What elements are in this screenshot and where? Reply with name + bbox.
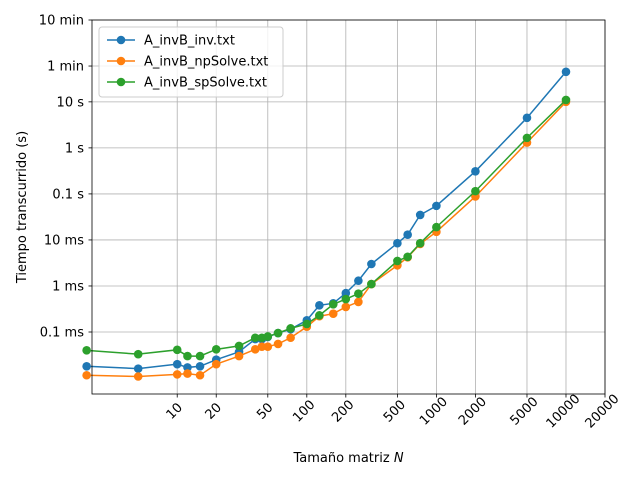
y-tick-label: 10 min (39, 14, 84, 29)
data-point (195, 361, 205, 371)
data-point (82, 346, 91, 355)
data-point (403, 230, 412, 239)
x-tick-label: 50 (254, 400, 276, 422)
data-point (367, 279, 376, 289)
y-tick-label: 10 ms (44, 233, 84, 248)
data-point (522, 113, 532, 123)
legend-swatch-marker (116, 56, 126, 66)
data-point (133, 372, 143, 381)
data-point (211, 345, 221, 354)
legend-frame (98, 26, 284, 98)
series-line (86, 99, 567, 357)
data-point (403, 252, 412, 262)
data-point (328, 309, 338, 318)
legend-swatch-marker (116, 77, 126, 87)
data-point (522, 133, 532, 143)
legend-swatch-marker (116, 35, 126, 45)
data-point (133, 349, 143, 359)
data-point (273, 339, 283, 349)
data-point (393, 256, 402, 266)
x-tick-label: 20 (203, 400, 225, 422)
x-axis-label: Tamaño matriz N (292, 451, 403, 466)
data-point (341, 302, 351, 312)
series-line (86, 71, 567, 370)
data-point (183, 369, 192, 378)
y-axis: 0.1 ms 1 ms 10 ms 0.1 s 1 s 10 s 1 min 10 min (39, 14, 92, 341)
data-point (393, 238, 402, 248)
data-point (471, 186, 480, 196)
x-tick-label: 200 (329, 397, 357, 425)
data-point (367, 259, 376, 269)
data-point (432, 222, 441, 232)
y-axis-label: Tiempo transcurrido (s) (15, 131, 30, 284)
data-point (211, 359, 221, 369)
data-point (561, 95, 571, 105)
data-point (415, 210, 425, 220)
data-point (302, 319, 312, 329)
data-point (415, 238, 425, 248)
data-point (471, 166, 480, 176)
y-tick-label: 0.1 s (52, 187, 84, 202)
data-point (82, 370, 91, 380)
data-point (257, 342, 267, 351)
data-point (172, 359, 182, 369)
data-point (286, 333, 295, 343)
data-point (341, 288, 351, 298)
y-tick-label: 1 s (65, 141, 84, 156)
data-point (133, 364, 143, 373)
legend: A_invB_inv.txt A_invB_npSolve.txt A_invB_s… (98, 26, 284, 98)
x-tick-label: 10000 (544, 392, 584, 432)
legend-label: A_invB_npSolve.txt (144, 55, 268, 70)
legend-item: A_invB_inv.txt (107, 34, 235, 49)
data-point (172, 370, 182, 379)
data-point (286, 324, 295, 333)
data-point (354, 276, 363, 286)
x-tick-label: 1000 (417, 395, 451, 429)
data-point (315, 311, 324, 320)
data-point (561, 67, 571, 77)
data-point (183, 363, 192, 372)
plot-frame (91, 19, 606, 395)
y-tick-label: 0.1 ms (40, 326, 84, 341)
series-line (86, 101, 567, 378)
x-axis: 10 20 50 100 200 500 1000 2000 5000 10000 20000 (164, 392, 623, 432)
y-tick-label: 1 min (47, 60, 84, 75)
data-point (234, 351, 244, 361)
legend-label: A_invB_spSolve.txt (144, 76, 267, 91)
x-tick-label: 500 (381, 397, 409, 425)
x-tick-label: 5000 (507, 395, 541, 429)
x-tick-label: 20000 (583, 392, 623, 432)
data-point (354, 297, 363, 307)
data-point (315, 301, 324, 310)
legend-label: A_invB_inv.txt (144, 34, 235, 49)
legend-item: A_invB_spSolve.txt (107, 76, 267, 91)
legend-item: A_invB_npSolve.txt (107, 55, 268, 70)
data-point (341, 294, 351, 304)
data-point (82, 361, 91, 371)
series-a-invb-npsolve-txt (82, 97, 571, 381)
data-point (273, 328, 283, 338)
x-tick-label: 10 (164, 400, 186, 422)
data-point (263, 332, 273, 341)
data-point (183, 351, 192, 361)
data-point (354, 289, 363, 298)
data-point (172, 345, 182, 355)
data-point (328, 299, 338, 309)
y-tick-label: 1 ms (52, 279, 84, 294)
data-point (250, 345, 260, 354)
data-point (432, 201, 441, 211)
data-point (250, 333, 260, 343)
y-tick-label: 10 s (57, 95, 85, 110)
series-a-invb-inv-txt (82, 67, 571, 373)
data-point (195, 370, 205, 380)
data-point (195, 351, 205, 361)
x-tick-label: 100 (290, 397, 318, 425)
series-layer (82, 67, 571, 381)
series-a-invb-spsolve-txt (82, 95, 571, 361)
data-point (263, 342, 273, 351)
data-point (234, 341, 244, 351)
x-tick-label: 2000 (456, 395, 490, 429)
